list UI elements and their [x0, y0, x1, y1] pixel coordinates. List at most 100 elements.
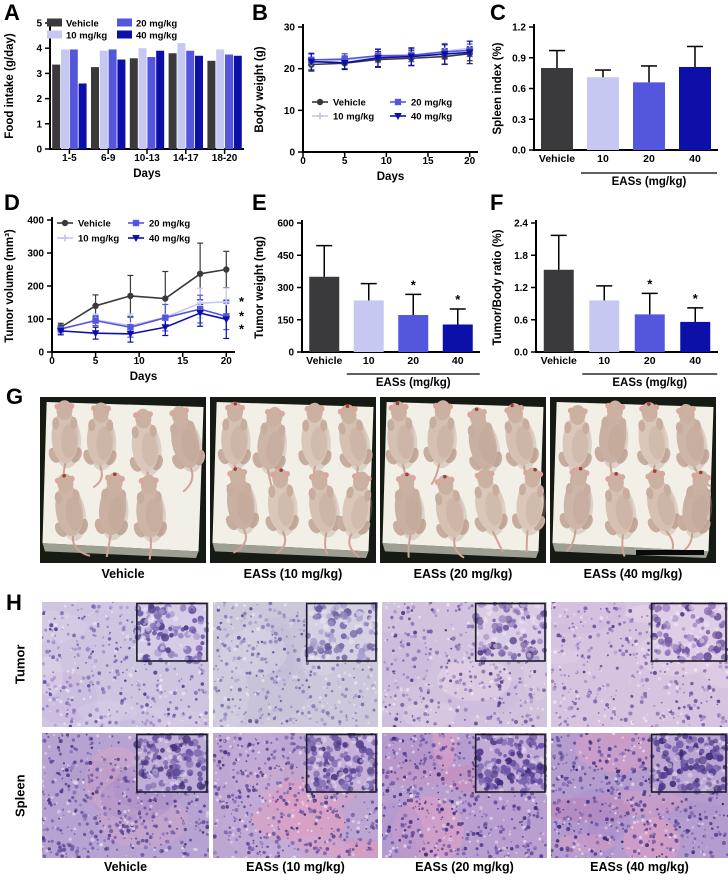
svg-text:40: 40 [452, 355, 464, 367]
svg-text:600: 600 [277, 219, 294, 230]
svg-text:10: 10 [363, 355, 375, 367]
svg-text:200: 200 [27, 282, 44, 293]
svg-text:20 mg/kg: 20 mg/kg [411, 98, 452, 109]
svg-text:450: 450 [277, 251, 294, 262]
svg-text:*: * [239, 321, 245, 336]
svg-text:1.8: 1.8 [514, 251, 528, 262]
histology-spleen-eass-10 [213, 733, 378, 858]
svg-text:0: 0 [36, 145, 42, 156]
svg-text:20: 20 [464, 156, 476, 167]
chart-tumor-weight: 0 150 300 450 600 Tumor weight (mg) Vehicle 10 2… [254, 219, 480, 389]
histology-col-label-eass-40: EASs (40 mg/kg) [590, 860, 689, 874]
svg-text:40 mg/kg: 40 mg/kg [411, 112, 452, 123]
photo-label-eass-10: EASs (10 mg/kg) [243, 567, 343, 581]
svg-text:0.0: 0.0 [514, 348, 528, 359]
svg-text:Days: Days [133, 168, 161, 180]
chart-body-weight: 0 10 20 30 Body weight (g) 0 5 10 15 20 Days Vehicl… [254, 23, 478, 183]
svg-text:0: 0 [288, 348, 294, 359]
svg-text:1.2: 1.2 [514, 283, 528, 294]
svg-text:Food intake (g/day): Food intake (g/day) [4, 33, 16, 139]
panel-letter-d: D [4, 190, 20, 215]
svg-text:20: 20 [643, 153, 655, 165]
svg-text:2.4: 2.4 [514, 219, 528, 230]
svg-text:Vehicle: Vehicle [306, 355, 342, 367]
svg-text:0.6: 0.6 [514, 315, 528, 326]
svg-text:5: 5 [36, 19, 42, 30]
histology-tumor-eass-20 [382, 602, 547, 727]
svg-text:10: 10 [598, 355, 610, 367]
svg-text:2: 2 [36, 94, 42, 105]
panel-letter-g: G [6, 384, 24, 409]
svg-text:EASs (mg/kg): EASs (mg/kg) [612, 176, 687, 188]
panel-letter-f: F [490, 190, 504, 215]
chart-spleen-index: 0.0 0.3 0.6 0.9 1.2 Spleen index (%) Vehicle 10… [492, 23, 718, 188]
histology-tumor-eass-40 [551, 602, 728, 727]
svg-text:Tumor weight (mg): Tumor weight (mg) [254, 236, 266, 339]
svg-text:5: 5 [342, 156, 348, 167]
svg-text:Days: Days [130, 371, 158, 383]
svg-text:20: 20 [644, 355, 656, 367]
photo-mice-eass-20 [380, 397, 546, 563]
histology-spleen-vehicle [42, 733, 209, 858]
svg-text:15: 15 [177, 356, 189, 367]
histology-col-label-vehicle: Vehicle [103, 860, 148, 874]
svg-text:1: 1 [36, 119, 42, 130]
svg-text:300: 300 [277, 283, 294, 294]
svg-text:10: 10 [597, 153, 609, 165]
chart-food-intake: 0 1 2 3 4 5 Food intake (g/day) 1-5 6-9 10-13 14-1… [4, 18, 244, 180]
svg-text:Vehicle: Vehicle [333, 98, 366, 109]
svg-text:14-17: 14-17 [173, 153, 199, 164]
svg-text:400: 400 [27, 216, 44, 227]
photo-label-eass-40: EASs (40 mg/kg) [583, 567, 683, 581]
histology-row-label-tumor: Tumor [12, 644, 28, 685]
svg-text:0: 0 [300, 156, 306, 167]
svg-text:Tumor volume (mm³): Tumor volume (mm³) [4, 229, 16, 343]
chart-tumor-volume: 0 100 200 300 400 Tumor volume (mm³) 0 5 10 15 20 D… [4, 216, 245, 384]
svg-text:40: 40 [689, 153, 701, 165]
panel-letter-a: A [4, 0, 20, 25]
svg-text:Vehicle: Vehicle [78, 219, 111, 230]
svg-text:18-20: 18-20 [212, 153, 238, 164]
svg-text:Tumor/Body ratio (%): Tumor/Body ratio (%) [492, 229, 504, 345]
svg-text:30: 30 [284, 23, 296, 34]
svg-text:10: 10 [284, 106, 296, 117]
svg-text:20 mg/kg: 20 mg/kg [136, 19, 177, 30]
svg-text:0: 0 [38, 348, 44, 359]
svg-text:*: * [411, 277, 417, 292]
svg-text:0.0: 0.0 [512, 146, 526, 157]
svg-text:10 mg/kg: 10 mg/kg [78, 234, 119, 245]
svg-text:10: 10 [381, 156, 393, 167]
svg-text:Vehicle: Vehicle [66, 19, 99, 30]
svg-text:1-5: 1-5 [62, 153, 77, 164]
svg-text:0: 0 [49, 356, 55, 367]
svg-text:5: 5 [93, 356, 99, 367]
panel-letter-c: C [490, 0, 506, 25]
histology-tumor-eass-10 [213, 602, 378, 727]
svg-text:20: 20 [407, 355, 419, 367]
svg-text:20: 20 [221, 356, 233, 367]
svg-text:40 mg/kg: 40 mg/kg [136, 31, 177, 42]
panel-letter-e: E [252, 190, 267, 215]
svg-text:3: 3 [36, 69, 42, 80]
histology-col-label-eass-20: EASs (20 mg/kg) [415, 860, 514, 874]
photo-label-vehicle: Vehicle [101, 567, 145, 581]
svg-text:0.3: 0.3 [512, 115, 526, 126]
svg-text:20 mg/kg: 20 mg/kg [149, 219, 190, 230]
svg-text:0: 0 [289, 148, 295, 159]
svg-text:20: 20 [284, 64, 296, 75]
svg-text:10 mg/kg: 10 mg/kg [66, 31, 107, 42]
svg-text:Spleen index (%): Spleen index (%) [492, 42, 504, 134]
svg-text:40: 40 [689, 355, 701, 367]
svg-text:0.9: 0.9 [512, 53, 526, 64]
svg-text:10: 10 [134, 356, 146, 367]
svg-text:0.6: 0.6 [512, 84, 526, 95]
svg-text:1.2: 1.2 [512, 23, 526, 34]
svg-text:*: * [239, 294, 245, 309]
photo-mice-eass-40 [550, 397, 716, 563]
svg-text:10-13: 10-13 [134, 153, 160, 164]
svg-text:Vehicle: Vehicle [539, 153, 575, 165]
svg-text:300: 300 [27, 249, 44, 260]
svg-text:15: 15 [422, 156, 434, 167]
panel-letter-h: H [6, 590, 22, 615]
